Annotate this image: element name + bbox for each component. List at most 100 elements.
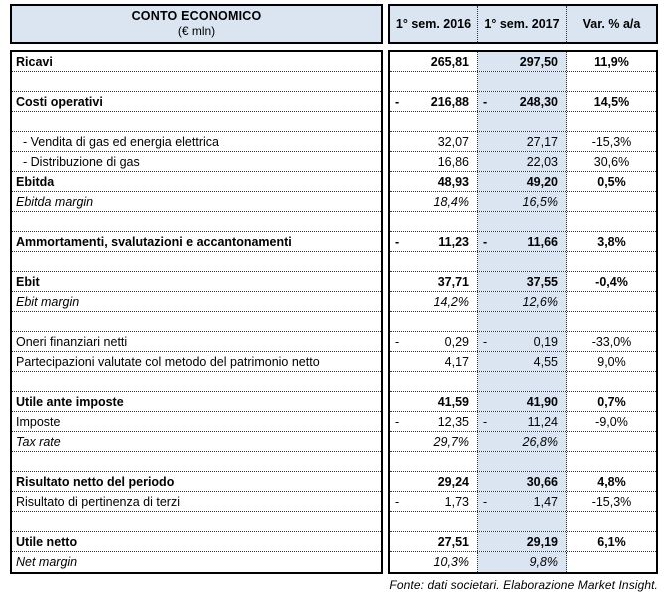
minus-2016: - [395,414,400,429]
cell-2017: - 11,24 [478,412,567,431]
table-row [12,512,381,532]
cell-var: 0,7% [567,392,656,411]
value-2016: 41,59 [437,394,469,409]
table-row [12,72,381,92]
var-value: 4,8% [597,474,626,489]
minus-2017: - [483,494,488,509]
cell-2016 [390,252,478,271]
table-row-values: 265,81 297,50 11,9% [390,52,656,72]
table-row: Ebit [12,272,381,292]
cell-var: -15,3% [567,132,656,151]
row-label: Ricavi [16,54,53,69]
source-note: Fonte: dati societari. Elaborazione Mark… [389,578,658,592]
table-row-values [390,372,656,392]
table-row: Ebitda [12,172,381,192]
value-2016: 29,7% [433,434,469,449]
table-row-values: - 216,88 - 248,30 14,5% [390,92,656,112]
value-2016: 29,24 [437,474,469,489]
value-2016: 37,71 [437,274,469,289]
cell-var [567,452,656,471]
cell-2017: - 1,47 [478,492,567,511]
column-header-box: 1° sem. 2016 1° sem. 2017 Var. % a/a [388,4,658,44]
cell-2016: 48,93 [390,172,478,191]
value-2016: 4,17 [444,354,469,369]
row-label: Ebit [16,274,40,289]
cell-2017 [478,112,567,131]
column-header-2016: 1° sem. 2016 [390,6,478,42]
cell-2016: 18,4% [390,192,478,211]
cell-2016: 10,3% [390,552,478,572]
table-row-values: 16,86 22,03 30,6% [390,152,656,172]
cell-2017: 16,5% [478,192,567,211]
table-row-values: 29,24 30,66 4,8% [390,472,656,492]
row-label: Ebit margin [16,294,80,309]
cell-2017 [478,312,567,331]
column-header-2017: 1° sem. 2017 [478,6,567,42]
value-2017: 9,8% [529,555,559,569]
table-unit-label: (€ mln) [177,24,216,39]
cell-2017: - 0,19 [478,332,567,351]
minus-2016: - [395,234,400,249]
value-2017: 12,6% [522,294,558,309]
value-2017: 297,50 [519,54,558,69]
var-value: 0,7% [597,394,626,409]
cell-var: 30,6% [567,152,656,171]
var-value: 9,0% [597,354,626,369]
cell-2017: 41,90 [478,392,567,411]
cell-var: 0,5% [567,172,656,191]
cell-2016: 37,71 [390,272,478,291]
table-row-values: 41,59 41,90 0,7% [390,392,656,412]
value-2017: 29,19 [526,534,558,549]
table-row-values: 29,7% 26,8% [390,432,656,452]
minus-2017: - [483,234,488,249]
cell-2017 [478,372,567,391]
var-value: 0,5% [597,174,626,189]
value-2017: 0,19 [533,334,558,349]
cell-2016: 27,51 [390,532,478,551]
cell-var: 3,8% [567,232,656,251]
table-row [12,452,381,472]
table-row-values [390,72,656,92]
cell-var [567,252,656,271]
table-row-values: 4,17 4,55 9,0% [390,352,656,372]
table-row: Risultato netto del periodo [12,472,381,492]
value-2016: 14,2% [433,294,469,309]
table-row: Ammortamenti, svalutazioni e accantoname… [12,232,381,252]
cell-2016: 14,2% [390,292,478,311]
minus-2017: - [483,414,488,429]
row-values: 265,81 297,50 11,9% - 216,88 - 248,30 [388,50,658,574]
cell-var: -33,0% [567,332,656,351]
cell-2017: 297,50 [478,52,567,71]
cell-2017: 12,6% [478,292,567,311]
table-row-values: 14,2% 12,6% [390,292,656,312]
value-2017: 4,55 [533,354,558,369]
row-label: Tax rate [16,434,61,449]
var-value: 6,1% [597,534,626,549]
table-row-values: - 0,29 - 0,19 -33,0% [390,332,656,352]
table-row [12,372,381,392]
value-2016: 265,81 [430,54,469,69]
cell-2016: - 12,35 [390,412,478,431]
table-row-values [390,312,656,332]
row-label: Ammortamenti, svalutazioni e accantoname… [16,234,292,249]
table-row: Risultato di pertinenza di terzi [12,492,381,512]
table-row: Oneri finanziari netti [12,332,381,352]
row-label: Utile netto [16,534,78,549]
table-row-values: 27,51 29,19 6,1% [390,532,656,552]
minus-2017: - [483,94,488,109]
table-grid: CONTO ECONOMICO (€ mln) 1° sem. 2016 1° … [10,4,658,574]
cell-2016 [390,452,478,471]
var-value: -9,0% [595,414,628,429]
var-value: -0,4% [595,274,628,289]
cell-2016 [390,312,478,331]
table-row-values: 10,3% 9,8% [390,552,656,572]
cell-2017: 26,8% [478,432,567,451]
cell-2017: 29,19 [478,532,567,551]
cell-2016: - 11,23 [390,232,478,251]
table-row: Utile ante imposte [12,392,381,412]
cell-2016: 265,81 [390,52,478,71]
table-row: Ricavi [12,52,381,72]
value-2017: 1,47 [533,494,558,509]
value-2016: 216,88 [430,94,469,109]
value-2017: 27,17 [526,134,558,149]
